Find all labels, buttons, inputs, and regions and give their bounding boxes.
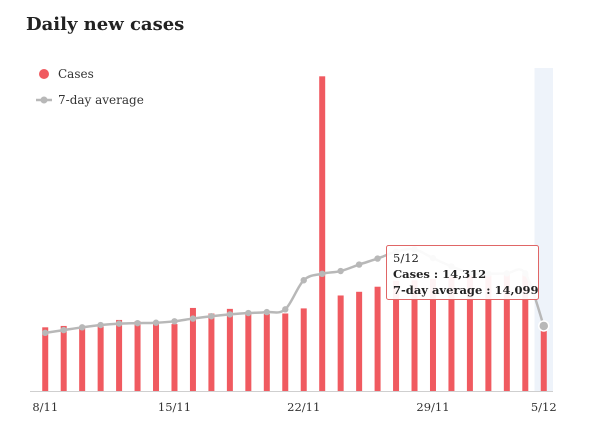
cases-bar-1-12[interactable] [466, 275, 473, 391]
average-point-10-11[interactable] [78, 324, 86, 331]
average-point-14-11[interactable] [152, 319, 160, 326]
cases-bar-4-12[interactable] [522, 274, 529, 391]
average-point-17-11[interactable] [208, 313, 215, 320]
average-point-5-12[interactable] [538, 320, 550, 332]
cases-bar-13-11[interactable] [134, 321, 141, 391]
x-tick-label: 8/11 [32, 400, 58, 414]
average-point-13-11[interactable] [134, 319, 141, 327]
cases-bar-26-11[interactable] [374, 286, 381, 391]
cases-bar-27-11[interactable] [393, 280, 400, 391]
cases-bar-29-11[interactable] [429, 278, 436, 391]
cases-bar-5-12[interactable] [540, 324, 547, 391]
average-point-25-11[interactable] [355, 261, 363, 268]
cases-bar-8-11[interactable] [42, 327, 49, 391]
average-point-23-11[interactable] [319, 270, 326, 277]
average-point-8-11[interactable] [42, 329, 49, 337]
tooltip-box [386, 245, 539, 300]
x-tick-label: 5/12 [531, 400, 557, 414]
average-point-9-11[interactable] [60, 326, 67, 334]
legend-item-average[interactable]: 7-day average [36, 93, 144, 107]
x-tick-label: 22/11 [287, 400, 320, 414]
average-point-12-11[interactable] [115, 320, 123, 327]
average-point-20-11[interactable] [263, 308, 270, 316]
average-point-15-11[interactable] [171, 318, 178, 325]
legend-label: 7-day average [58, 93, 144, 107]
average-point-24-11[interactable] [337, 267, 344, 275]
cases-bar-17-11[interactable] [208, 313, 215, 391]
average-dot-icon [40, 96, 48, 104]
average-point-21-11[interactable] [282, 306, 289, 313]
cases-bar-2-12[interactable] [485, 275, 492, 391]
legend-item-cases[interactable]: Cases [39, 67, 94, 81]
cases-bar-24-11[interactable] [337, 295, 344, 391]
average-point-26-11[interactable] [374, 255, 381, 262]
cases-bar-9-11[interactable] [60, 325, 67, 391]
legend-label: Cases [58, 67, 94, 81]
cases-dot-icon [39, 69, 49, 79]
cases-bar-19-11[interactable] [245, 313, 252, 391]
cases-bar-28-11[interactable] [411, 280, 418, 391]
cases-bar-12-11[interactable] [116, 319, 123, 391]
cases-bar-22-11[interactable] [300, 308, 307, 391]
cases-bar-30-11[interactable] [448, 276, 455, 391]
cases-bar-10-11[interactable] [79, 326, 86, 391]
cases-bar-15-11[interactable] [171, 324, 178, 391]
cases-bar-16-11[interactable] [189, 307, 196, 391]
tooltip: 5/12 Cases : 14,312 7-day average : 14,099 [386, 245, 539, 300]
x-tick-label: 29/11 [416, 400, 449, 414]
tooltip-date: 5/12 [393, 251, 419, 265]
average-point-11-11[interactable] [97, 321, 104, 329]
cases-bar-18-11[interactable] [226, 308, 233, 391]
tooltip-cases: Cases : 14,312 [393, 267, 486, 281]
cases-bar-20-11[interactable] [263, 313, 270, 391]
tooltip-average: 7-day average : 14,099 [393, 283, 539, 297]
average-point-19-11[interactable] [245, 309, 252, 317]
cases-bar-21-11[interactable] [282, 313, 289, 391]
x-tick-label: 15/11 [158, 400, 191, 414]
chart-title: Daily new cases [26, 14, 185, 35]
cases-bar-25-11[interactable] [356, 291, 363, 391]
average-point-18-11[interactable] [226, 311, 234, 318]
cases-bar-14-11[interactable] [153, 322, 160, 391]
average-point-22-11[interactable] [300, 277, 307, 284]
cases-bar-11-11[interactable] [97, 326, 104, 391]
average-point-16-11[interactable] [189, 315, 197, 322]
cases-bar-23-11[interactable] [319, 76, 326, 391]
cases-bar-3-12[interactable] [503, 274, 510, 391]
